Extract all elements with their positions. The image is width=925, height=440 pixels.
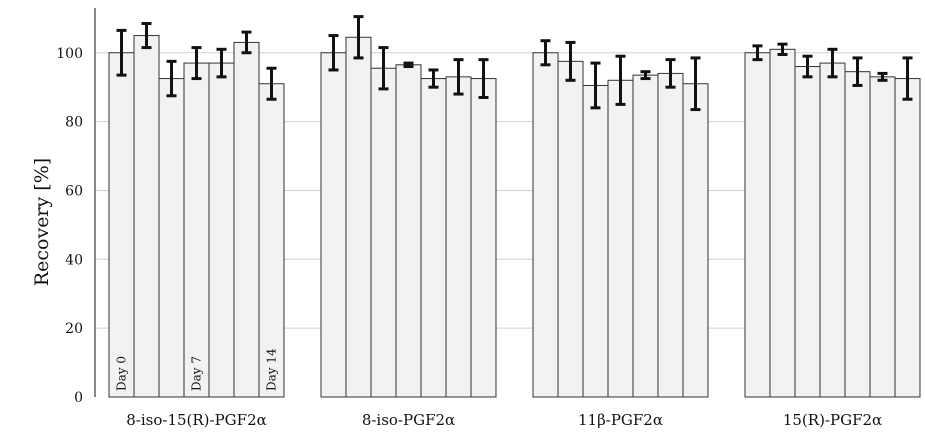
y-axis-title: Recovery [%] <box>31 158 53 286</box>
bar <box>532 52 559 398</box>
bar <box>320 52 347 398</box>
bar <box>233 41 260 398</box>
bar <box>445 76 472 398</box>
bar <box>744 52 771 398</box>
day-annotation: Day 14 <box>265 348 279 391</box>
day-annotation: Day 0 <box>115 356 129 391</box>
bar <box>258 83 285 398</box>
category-label: 11β-PGF2α <box>578 411 663 429</box>
y-tick-label: 60 <box>65 183 83 199</box>
bar <box>819 62 846 398</box>
bar <box>395 64 422 398</box>
bar <box>158 78 185 398</box>
bar <box>682 83 709 398</box>
bar <box>470 78 497 398</box>
bar <box>420 78 447 398</box>
y-tick-label: 40 <box>65 252 83 268</box>
bar <box>345 36 372 398</box>
y-tick-label: 0 <box>74 390 83 406</box>
bar <box>894 78 921 398</box>
y-tick-label: 20 <box>65 321 83 337</box>
bar <box>108 52 135 398</box>
y-tick-label: 100 <box>56 46 83 62</box>
bar <box>208 62 235 398</box>
day-annotation: Day 7 <box>190 356 204 391</box>
bar <box>632 74 659 398</box>
bar <box>607 79 634 398</box>
bar <box>844 71 871 398</box>
labels: 0 20 40 60 80 100 8-iso-15(R)-PGF2α 8-iso-PGF2α… <box>56 46 882 429</box>
bar <box>370 67 397 398</box>
bar <box>794 66 821 398</box>
category-label: 8-iso-15(R)-PGF2α <box>126 411 267 429</box>
bar <box>582 84 609 398</box>
bar <box>769 48 796 398</box>
bar <box>557 60 584 398</box>
bar <box>657 72 684 398</box>
bars <box>108 35 921 398</box>
bar <box>869 76 896 398</box>
error-bars <box>116 15 913 112</box>
bar <box>183 62 210 398</box>
bar <box>133 35 160 398</box>
category-label: 8-iso-PGF2α <box>362 411 455 429</box>
y-tick-label: 80 <box>65 115 83 131</box>
category-label: 15(R)-PGF2α <box>783 411 882 429</box>
